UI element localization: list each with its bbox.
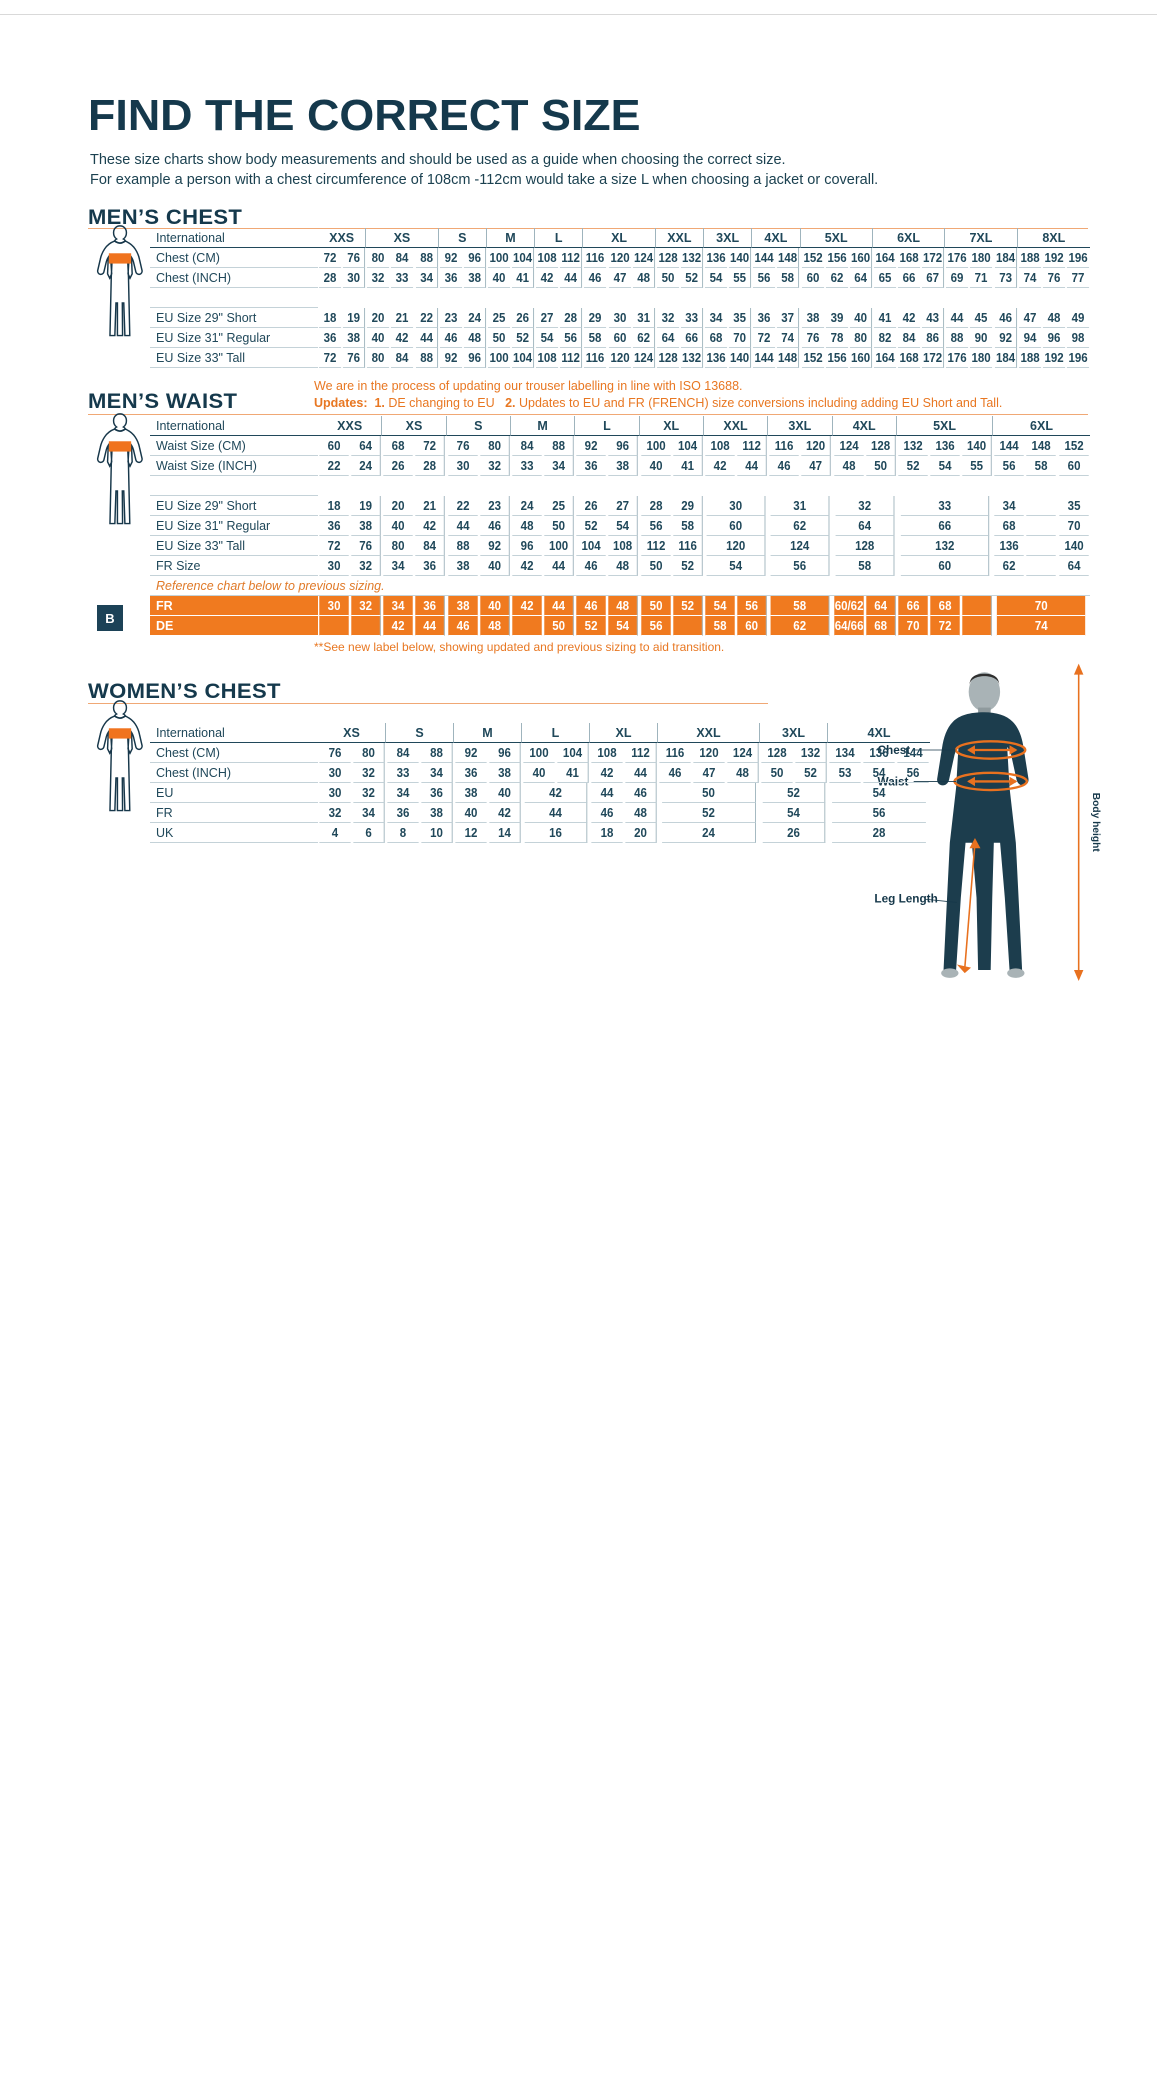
svg-text:Body height: Body height <box>1090 793 1101 853</box>
svg-text:Leg Length: Leg Length <box>874 892 937 905</box>
